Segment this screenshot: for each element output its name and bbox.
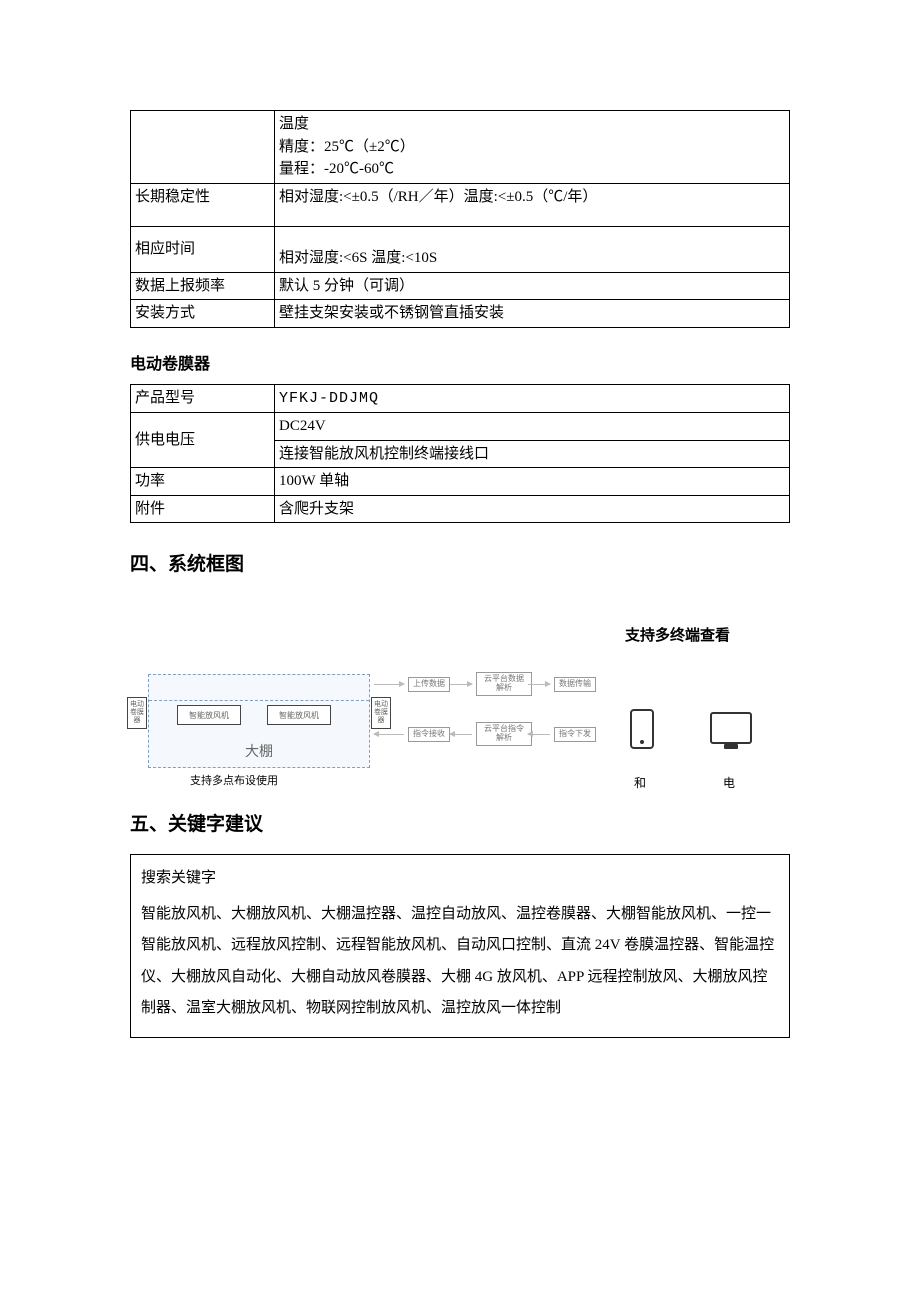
flow-recv-cmd: 指令接收: [408, 727, 450, 742]
flow-upload: 上传数据: [408, 677, 450, 692]
system-diagram: 支持多终端查看 电动卷膜器 智能放风机 智能放风机 电动卷膜器 大棚 上传数据 …: [130, 624, 790, 799]
arrow-icon: [450, 684, 472, 685]
pc-label: 电: [710, 774, 748, 791]
table-row: 功率 100W 单轴: [131, 468, 790, 496]
table-row: 数据上报频率 默认 5 分钟（可调）: [131, 272, 790, 300]
model-number: YFKJ-DDJMQ: [279, 390, 379, 407]
table-row: 温度 精度：25℃（±2℃） 量程：-20℃-60℃: [131, 111, 790, 184]
keywords-body: 智能放风机、大棚放风机、大棚温控器、温控自动放风、温控卷膜器、大棚智能放风机、一…: [141, 899, 779, 1025]
cell-label: 附件: [131, 495, 275, 523]
cell-label: 功率: [131, 468, 275, 496]
text-line: 精度：25℃（±2℃）: [279, 136, 785, 159]
cell-value: DC24V: [275, 413, 790, 441]
table-row: 供电电压 DC24V: [131, 413, 790, 441]
cell-value: 连接智能放风机控制终端接线口: [275, 440, 790, 468]
monitor-icon: [710, 712, 752, 744]
text-line: 量程：-20℃-60℃: [279, 158, 785, 181]
cell-value: 100W 单轴: [275, 468, 790, 496]
cell-label: [131, 111, 275, 184]
table-row: 相应时间 相对湿度:<6S 温度:<10S: [131, 227, 790, 273]
cell-value: 默认 5 分钟（可调）: [275, 272, 790, 300]
cell-value: YFKJ-DDJMQ: [275, 384, 790, 413]
diagram-caption-multipoint: 支持多点布设使用: [190, 772, 278, 788]
keywords-box: 搜索关键字 智能放风机、大棚放风机、大棚温控器、温控自动放风、温控卷膜器、大棚智…: [130, 854, 790, 1038]
fan-box-2: 智能放风机: [267, 705, 331, 725]
greenhouse-box: 电动卷膜器 智能放风机 智能放风机 电动卷膜器 大棚: [148, 674, 370, 768]
cell-value: 温度 精度：25℃（±2℃） 量程：-20℃-60℃: [275, 111, 790, 184]
fan-box-1: 智能放风机: [177, 705, 241, 725]
section-title-motor: 电动卷膜器: [130, 350, 790, 374]
cell-label: 长期稳定性: [131, 183, 275, 227]
arrow-icon: [374, 684, 404, 685]
motor-left-box: 电动卷膜器: [127, 697, 147, 729]
arrow-icon: [528, 734, 550, 735]
cell-value: 含爬升支架: [275, 495, 790, 523]
phone-icon: [630, 709, 654, 749]
arrow-icon: [450, 734, 472, 735]
cell-value: 相对湿度:<±0.5（/RH／年）温度:<±0.5（℃/年）: [275, 183, 790, 227]
page: 温度 精度：25℃（±2℃） 量程：-20℃-60℃ 长期稳定性 相对湿度:<±…: [0, 0, 920, 1301]
diagram-header: 支持多终端查看: [625, 624, 730, 645]
cell-label: 产品型号: [131, 384, 275, 413]
phone-label: 和: [624, 774, 656, 791]
cell-value: 壁挂支架安装或不锈钢管直插安装: [275, 300, 790, 328]
cell-label: 安装方式: [131, 300, 275, 328]
greenhouse-label: 大棚: [149, 741, 369, 761]
flow-data-transfer: 数据传输: [554, 677, 596, 692]
table-row: 产品型号 YFKJ-DDJMQ: [131, 384, 790, 413]
spec-table-sensor: 温度 精度：25℃（±2℃） 量程：-20℃-60℃ 长期稳定性 相对湿度:<±…: [130, 110, 790, 328]
arrow-icon: [374, 734, 404, 735]
flow-cmd-send: 指令下发: [554, 727, 596, 742]
flow-cloud-cmd: 云平台指令解析: [476, 722, 532, 746]
table-row: 安装方式 壁挂支架安装或不锈钢管直插安装: [131, 300, 790, 328]
section-title-diagram: 四、系统框图: [130, 549, 790, 576]
text-line: 温度: [279, 113, 785, 136]
spec-table-motor: 产品型号 YFKJ-DDJMQ 供电电压 DC24V 连接智能放风机控制终端接线…: [130, 384, 790, 524]
cell-label: 数据上报频率: [131, 272, 275, 300]
section-title-keywords: 五、关键字建议: [130, 809, 790, 836]
table-row: 附件 含爬升支架: [131, 495, 790, 523]
table-row: 长期稳定性 相对湿度:<±0.5（/RH／年）温度:<±0.5（℃/年）: [131, 183, 790, 227]
arrow-icon: [528, 684, 550, 685]
cell-label: 供电电压: [131, 413, 275, 468]
dashed-line: [149, 700, 369, 701]
flow-cloud-data: 云平台数据解析: [476, 672, 532, 696]
keywords-title: 搜索关键字: [141, 863, 779, 895]
cell-value: 相对湿度:<6S 温度:<10S: [275, 227, 790, 273]
motor-right-box: 电动卷膜器: [371, 697, 391, 729]
cell-label: 相应时间: [131, 227, 275, 273]
